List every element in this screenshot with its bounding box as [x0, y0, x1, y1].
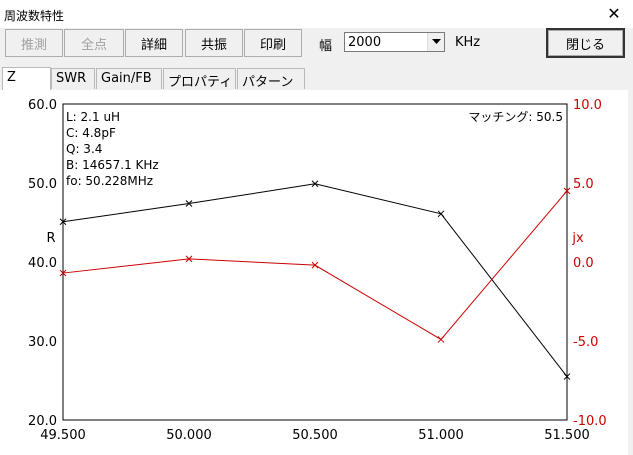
info-line: fo: 50.228MHz	[66, 174, 153, 188]
plot-area	[62, 103, 568, 421]
title-bar: 周波数特性 ✕	[0, 0, 633, 28]
right-tick-label: 0.0	[573, 256, 594, 271]
impedance-chart: 20.0 30.0 40.0 50.0 60.0 -10.0 -5.0 0.0 5.0 10.0 4…	[28, 98, 607, 443]
matching-value: マッチング: 50.5	[468, 110, 563, 124]
x-tick-label: 51.000	[418, 428, 464, 443]
info-line: Q: 3.4	[66, 142, 102, 156]
chevron-down-icon[interactable]	[427, 33, 444, 51]
detail-button[interactable]: 詳細	[125, 29, 183, 57]
right-tick-label: 5.0	[573, 177, 594, 192]
print-button[interactable]: 印刷	[244, 29, 302, 57]
data-point-R	[311, 180, 319, 188]
left-tick-label: 20.0	[28, 414, 57, 429]
data-point-R	[437, 210, 445, 218]
left-tick-label: 40.0	[28, 256, 57, 271]
window-title: 周波数特性	[4, 9, 65, 23]
data-point-R	[59, 218, 67, 226]
data-point-R	[563, 373, 571, 380]
estimate-button[interactable]: 推測	[5, 29, 63, 57]
data-point-jx	[311, 261, 319, 269]
tab-gain-fb[interactable]: Gain/FB	[96, 68, 162, 89]
left-tick-label: 60.0	[28, 98, 57, 113]
tab-swr[interactable]: SWR	[51, 68, 95, 89]
data-point-jx	[185, 255, 193, 263]
window-edge	[628, 90, 633, 455]
right-tick-label: -10.0	[573, 414, 607, 429]
resonance-button[interactable]: 共振	[185, 29, 243, 57]
tab-properties[interactable]: プロパティ	[163, 68, 236, 90]
close-icon[interactable]: ✕	[607, 4, 621, 23]
all-points-button[interactable]: 全点	[64, 29, 124, 57]
info-line: B: 14657.1 KHz	[66, 158, 159, 172]
data-point-jx	[59, 269, 67, 277]
left-tick-label: 30.0	[28, 335, 57, 350]
x-tick-label: 50.500	[292, 428, 338, 443]
width-label: 幅	[319, 39, 333, 54]
tab-z[interactable]: Z	[2, 67, 51, 90]
data-point-jx	[563, 187, 571, 195]
left-tick-label: 50.0	[28, 177, 57, 192]
width-value: 2000	[348, 35, 382, 50]
right-tick-label: 10.0	[573, 98, 602, 113]
x-tick-label: 50.000	[166, 428, 212, 443]
right-axis-label: jx	[571, 231, 584, 246]
data-point-jx	[437, 336, 445, 343]
close-button[interactable]: 閉じる	[546, 28, 625, 58]
tab-pattern[interactable]: パターン	[237, 68, 305, 90]
left-axis-label: R	[46, 231, 55, 246]
width-unit: KHz	[455, 35, 481, 50]
x-tick-label: 49.500	[40, 428, 86, 443]
x-tick-label: 51.500	[544, 428, 590, 443]
info-line: C: 4.8pF	[66, 126, 116, 140]
info-line: L: 2.1 uH	[66, 110, 120, 124]
width-select[interactable]: 2000	[344, 32, 445, 52]
tab-bar: Z SWR Gain/FB プロパティ パターン	[0, 67, 633, 90]
right-tick-label: -5.0	[573, 335, 598, 350]
data-point-R	[185, 200, 193, 207]
